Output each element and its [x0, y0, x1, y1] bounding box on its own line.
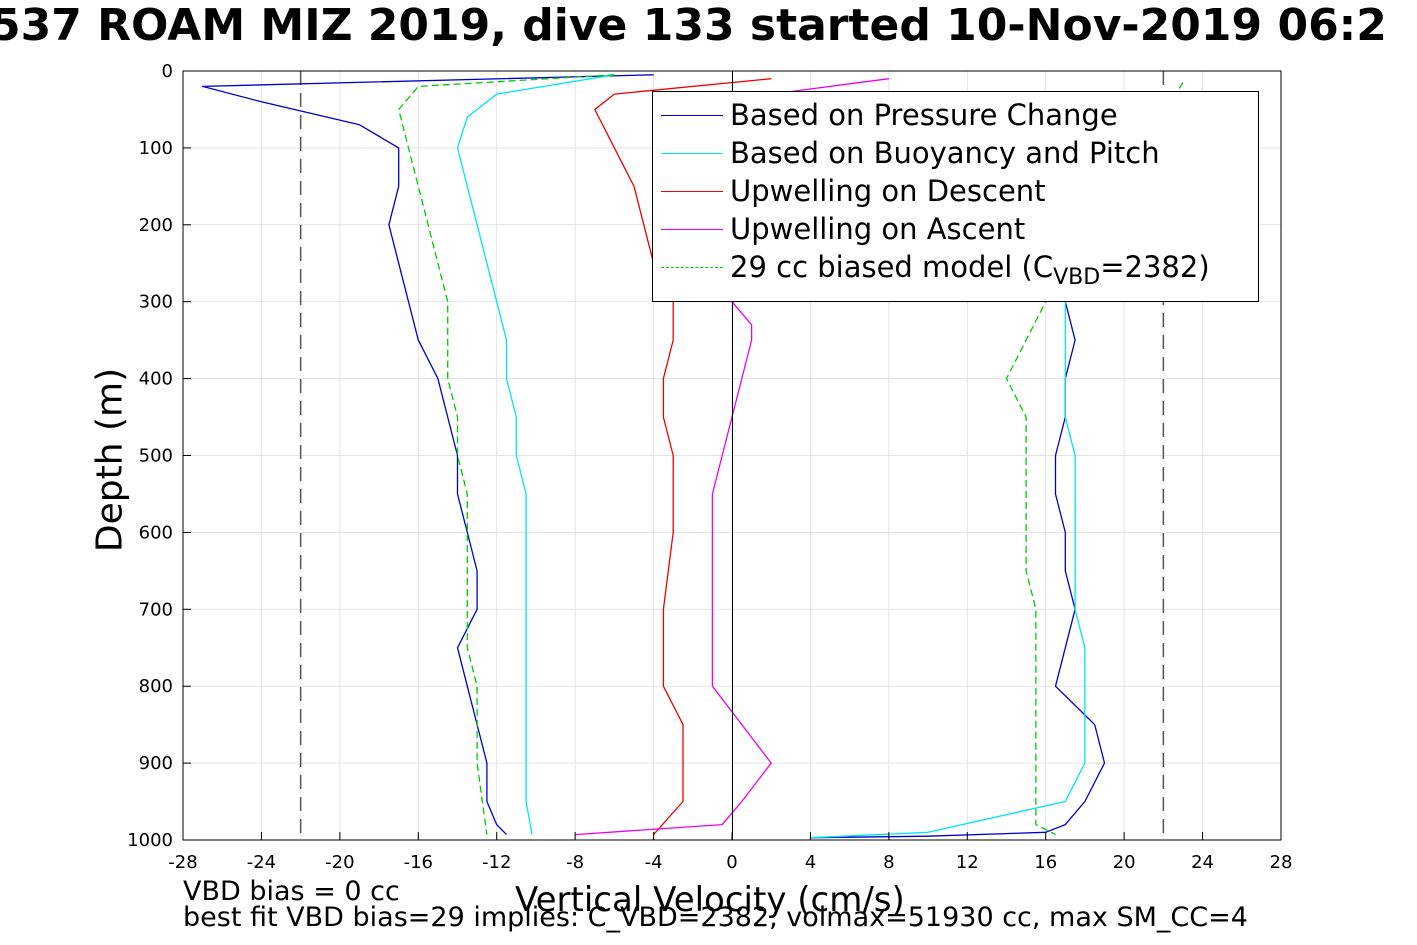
legend-swatch-buoyancy	[661, 153, 723, 154]
legend-label-buoyancy: Based on Buoyancy and Pitch	[730, 136, 1160, 170]
x-tick-label: 12	[956, 852, 979, 873]
x-tick-label: -8	[566, 852, 584, 873]
x-tick-label: 8	[883, 852, 894, 873]
vbd-bias-note: VBD bias = 0 cc	[183, 876, 400, 907]
x-tick-label: 24	[1191, 852, 1214, 873]
legend-label-upwelling-descent: Upwelling on Descent	[730, 174, 1046, 208]
y-tick-label: 700	[139, 599, 173, 620]
legend-swatch-model	[661, 267, 723, 268]
legend-item-upwelling-ascent: Upwelling on Ascent	[653, 210, 1258, 248]
legend-item-model: 29 cc biased model (CVBD=2382)	[653, 248, 1258, 290]
series-line-up-descent	[594, 78, 772, 836]
reference-lines	[299, 71, 1165, 840]
x-axis-label: Vertical Velocity (cm/s)	[515, 880, 905, 920]
y-tick-label: 500	[139, 446, 173, 467]
legend-swatch-upwelling-ascent	[661, 229, 723, 230]
series-line-buoyancy-descent	[456, 74, 615, 835]
series-line-buoyancy-ascent	[810, 301, 1086, 839]
series-line-pressure-descent	[201, 74, 654, 836]
y-tick-label: 300	[139, 292, 173, 313]
best-fit-note: best fit VBD bias=29 implies: C_VBD=2382…	[183, 902, 1248, 933]
y-tick-label: 100	[139, 138, 173, 159]
legend-label-upwelling-ascent: Upwelling on Ascent	[730, 212, 1026, 246]
x-tick-label: 4	[805, 852, 816, 873]
legend-item-pressure: Based on Pressure Change	[653, 96, 1258, 134]
x-tick-label: -20	[325, 852, 354, 873]
y-tick-label: 400	[139, 369, 173, 390]
chart-title: 537 ROAM MIZ 2019, dive 133 started 10-N…	[0, 0, 1387, 51]
x-tick-label: -12	[482, 852, 511, 873]
x-tick-label: 20	[1113, 852, 1136, 873]
legend-label-pressure: Based on Pressure Change	[730, 98, 1118, 132]
y-axis-label: Depth (m)	[89, 367, 131, 553]
legend-label-model: 29 cc biased model (CVBD=2382)	[730, 250, 1210, 290]
y-tick-label: 800	[139, 676, 173, 697]
legend-item-upwelling-descent: Upwelling on Descent	[653, 172, 1258, 210]
y-tick-label: 0	[162, 61, 173, 82]
y-tick-label: 1000	[127, 830, 173, 851]
x-tick-label: -28	[168, 852, 197, 873]
legend-label-model-main: 29 cc biased model (C	[730, 250, 1054, 284]
legend-label-model-sub: VBD	[1053, 264, 1101, 290]
series-line-model-ascent	[1005, 82, 1184, 836]
x-tick-label: -24	[247, 852, 276, 873]
series-group	[201, 74, 1184, 839]
x-tick-label: -4	[645, 852, 663, 873]
legend-swatch-upwelling-descent	[661, 191, 723, 192]
y-tick-label: 600	[139, 522, 173, 543]
legend: Based on Pressure Change Based on Buoyan…	[652, 91, 1259, 302]
legend-label-model-tail: =2382)	[1100, 250, 1210, 284]
x-tick-label: 16	[1034, 852, 1057, 873]
x-ticks: -28 -24 -20 -16 -12 -8 -4 0 4 8 12 16 20 24 28	[168, 832, 1292, 873]
y-ticks: 0 100 200 300 400 500 600 700 800 900 1000	[127, 61, 191, 851]
x-tick-label: -16	[404, 852, 433, 873]
legend-swatch-pressure	[661, 115, 723, 116]
x-tick-label: 28	[1270, 852, 1293, 873]
series-line-model-descent	[398, 74, 615, 835]
legend-item-buoyancy: Based on Buoyancy and Pitch	[653, 134, 1258, 172]
y-tick-label: 200	[139, 215, 173, 236]
y-tick-label: 900	[139, 753, 173, 774]
x-tick-label: 0	[726, 852, 737, 873]
